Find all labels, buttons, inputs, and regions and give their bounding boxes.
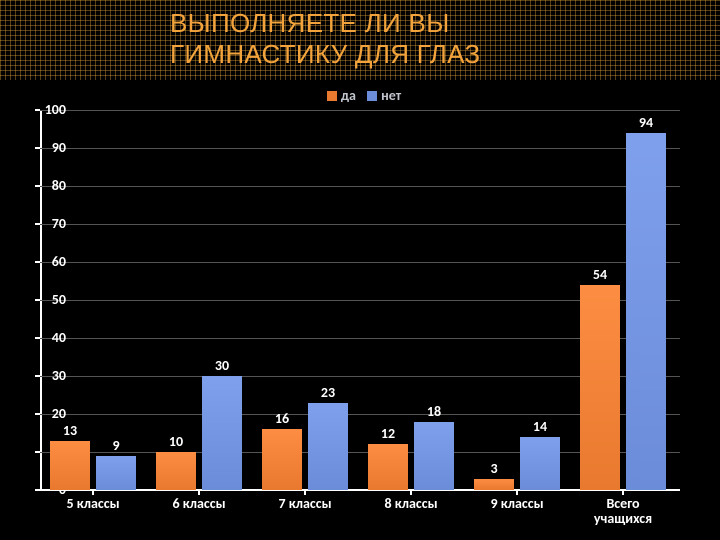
bar-value-label: 13: [50, 422, 90, 439]
bar-net: [626, 133, 666, 490]
x-tick-label: 9 классы: [469, 496, 565, 511]
y-tick-label: 70: [26, 215, 66, 232]
bar-da: [580, 285, 620, 490]
title-line-2: ГИМНАСТИКУ ДЛЯ ГЛАЗ: [170, 39, 690, 70]
legend-label-da: да: [341, 87, 356, 104]
y-tick-label: 80: [26, 177, 66, 194]
chart-legend: да нет: [0, 86, 720, 104]
bar-net: [308, 403, 348, 490]
bar-da: [368, 444, 408, 490]
y-tick-label: 20: [26, 405, 66, 422]
bar-value-label: 12: [368, 425, 408, 442]
y-tick-label: 30: [26, 367, 66, 384]
bar-net: [414, 422, 454, 490]
bar-da: [156, 452, 196, 490]
x-tick-label: 8 классы: [363, 496, 459, 511]
bar-da: [474, 479, 514, 490]
bar-da: [50, 441, 90, 490]
title-band: ВЫПОЛНЯЕТЕ ЛИ ВЫ ГИМНАСТИКУ ДЛЯ ГЛАЗ: [0, 0, 720, 82]
legend-swatch-da: [327, 91, 337, 101]
x-tick-label: 6 классы: [151, 496, 247, 511]
legend-label-net: нет: [381, 87, 401, 104]
y-tick-label: 60: [26, 253, 66, 270]
bar-value-label: 23: [308, 384, 348, 401]
bar-value-label: 94: [626, 114, 666, 131]
x-tick-label: Всегоучащихся: [575, 496, 671, 526]
y-tick-label: 90: [26, 139, 66, 156]
bar-value-label: 3: [474, 460, 514, 477]
bar-net: [96, 456, 136, 490]
bar-net: [202, 376, 242, 490]
bar-value-label: 14: [520, 418, 560, 435]
slide-title: ВЫПОЛНЯЕТЕ ЛИ ВЫ ГИМНАСТИКУ ДЛЯ ГЛАЗ: [170, 8, 690, 70]
y-tick-label: 40: [26, 329, 66, 346]
legend-swatch-net: [367, 91, 377, 101]
bar-value-label: 30: [202, 357, 242, 374]
x-tick-label: 7 классы: [257, 496, 353, 511]
bar-value-label: 54: [580, 266, 620, 283]
bar-value-label: 16: [262, 410, 302, 427]
bar-da: [262, 429, 302, 490]
bar-value-label: 10: [156, 433, 196, 450]
y-tick-label: 100: [26, 101, 66, 118]
bar-value-label: 18: [414, 403, 454, 420]
bar-net: [520, 437, 560, 490]
title-line-1: ВЫПОЛНЯЕТЕ ЛИ ВЫ: [170, 8, 690, 39]
slide-root: ВЫПОЛНЯЕТЕ ЛИ ВЫ ГИМНАСТИКУ ДЛЯ ГЛАЗ да …: [0, 0, 720, 540]
y-tick-label: 50: [26, 291, 66, 308]
bar-value-label: 9: [96, 437, 136, 454]
plot-region: 01020304050607080901001395 классы10306 к…: [40, 110, 710, 490]
x-tick-label: 5 классы: [45, 496, 141, 511]
chart-area: да нет 01020304050607080901001395 классы…: [0, 80, 720, 540]
